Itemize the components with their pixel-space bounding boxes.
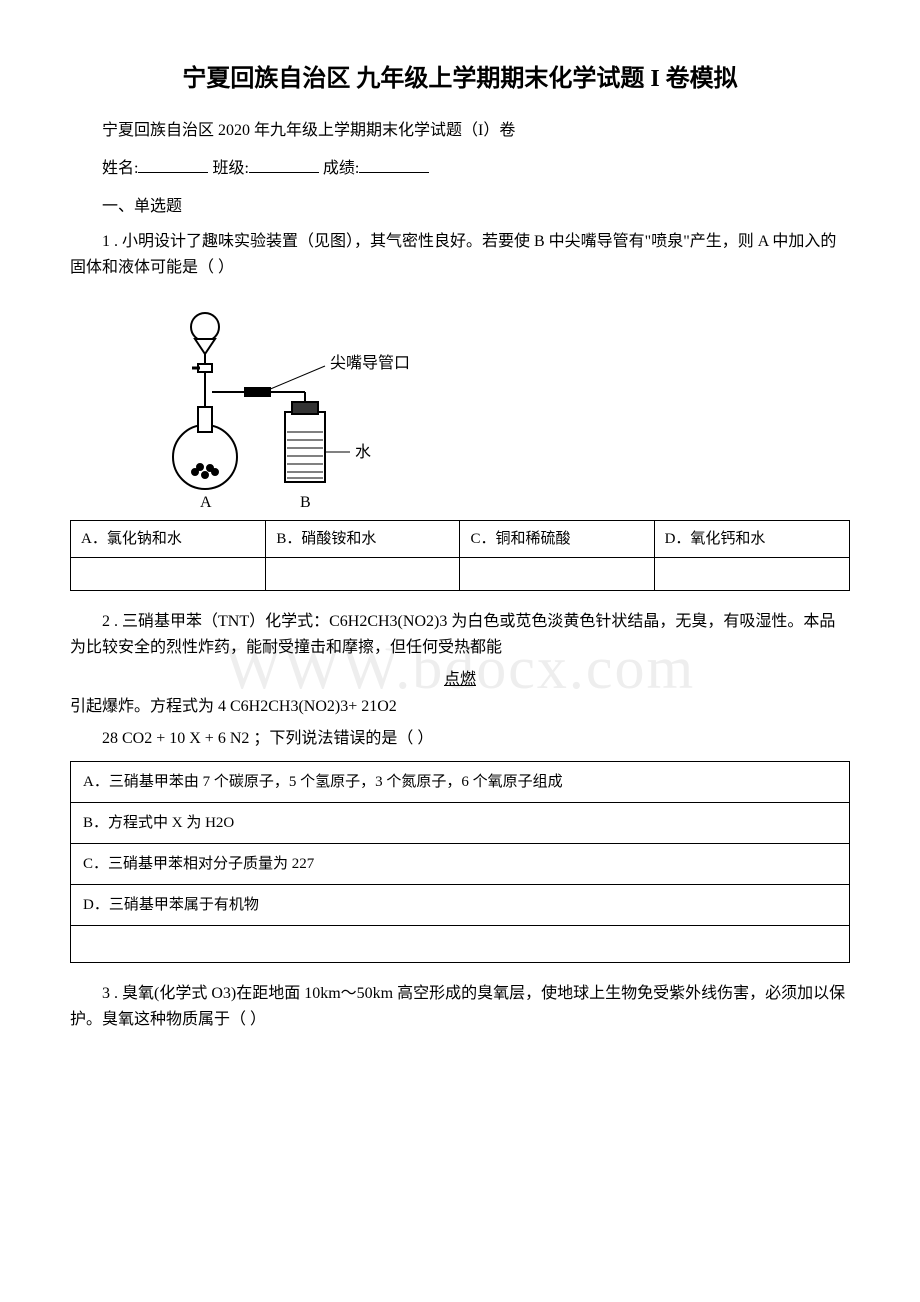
q1-option-a: A．氯化钠和水 (71, 521, 266, 558)
score-label: 成绩: (323, 160, 359, 177)
q1-option-c: C．铜和稀硫酸 (460, 521, 654, 558)
q2-intro: 2 . 三硝基甲苯（TNT）化学式：C6H2CH3(NO2)3 为白色或苋色淡黄… (70, 609, 850, 660)
q1-option-d: D．氧化钙和水 (654, 521, 849, 558)
empty-cell (71, 926, 850, 963)
name-blank (138, 156, 208, 173)
experiment-diagram: 尖嘴导管口 水 A B (150, 292, 430, 512)
q3-text: 3 . 臭氧(化学式 O3)在距地面 10km～50km 高空形成的臭氧层，使地… (70, 981, 850, 1032)
q2-after-center: 引起爆炸。方程式为 4 C6H2CH3(NO2)3+ 21O2 (70, 694, 850, 720)
q1-options-table: A．氯化钠和水 B．硝酸铵和水 C．铜和稀硫酸 D．氧化钙和水 (70, 520, 850, 591)
class-label: 班级: (212, 160, 248, 177)
q2-centered: 点燃 (70, 667, 850, 693)
label-water: 水 (355, 443, 371, 461)
empty-cell (71, 558, 266, 591)
q2-option-c: C．三硝基甲苯相对分子质量为 227 (71, 844, 850, 885)
empty-cell (460, 558, 654, 591)
subtitle: 宁夏回族自治区 2020 年九年级上学期期末化学试题（I）卷 (70, 118, 850, 144)
label-a: A (200, 494, 212, 511)
page-title: 宁夏回族自治区 九年级上学期期末化学试题 I 卷模拟 (70, 60, 850, 98)
q2-option-a: A．三硝基甲苯由 7 个碳原子，5 个氢原子，3 个氮原子，6 个氧原子组成 (71, 762, 850, 803)
q1-text: 1 . 小明设计了趣味实验装置（见图），其气密性良好。若要使 B 中尖嘴导管有"… (70, 229, 850, 280)
score-blank (359, 156, 429, 173)
q2-result: 28 CO2 + 10 X + 6 N2 ；下列说法错误的是（ ） (70, 726, 850, 752)
empty-cell (266, 558, 460, 591)
q2-option-b: B．方程式中 X 为 H2O (71, 803, 850, 844)
section-heading: 一、单选题 (70, 194, 850, 220)
info-line: 姓名: 班级: 成绩: (70, 156, 850, 182)
q1-option-b: B．硝酸铵和水 (266, 521, 460, 558)
label-nozzle: 尖嘴导管口 (330, 354, 410, 372)
q2-options-table: A．三硝基甲苯由 7 个碳原子，5 个氢原子，3 个氮原子，6 个氧原子组成 B… (70, 761, 850, 963)
label-b: B (300, 494, 311, 511)
class-blank (249, 156, 319, 173)
empty-cell (654, 558, 849, 591)
q2-option-d: D．三硝基甲苯属于有机物 (71, 885, 850, 926)
name-label: 姓名: (102, 160, 138, 177)
